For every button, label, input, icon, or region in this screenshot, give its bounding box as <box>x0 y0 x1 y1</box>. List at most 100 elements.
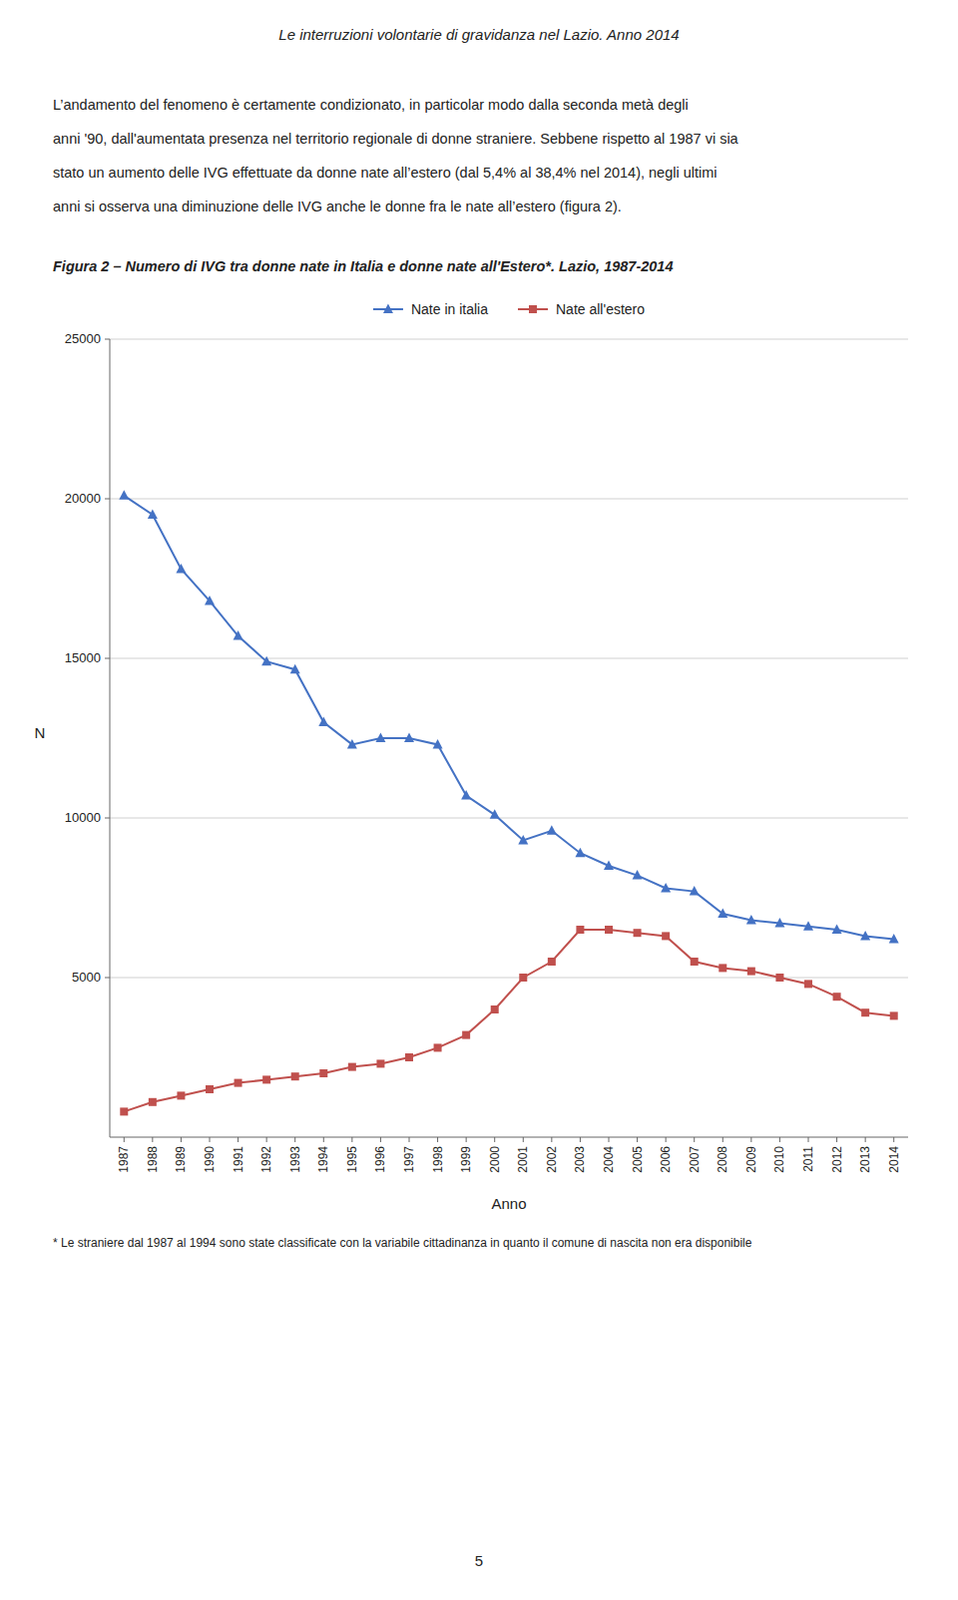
data-point <box>746 915 757 926</box>
x-tick <box>266 1137 268 1143</box>
y-tick <box>104 339 110 341</box>
data-point <box>290 664 301 675</box>
data-point <box>147 509 158 520</box>
data-point <box>404 733 415 744</box>
y-tick <box>104 498 110 500</box>
data-point <box>861 1008 870 1017</box>
x-tick-label: 2011 <box>801 1146 816 1173</box>
legend: Nate in italiaNate all'estero <box>373 301 645 318</box>
x-tick-label: 1988 <box>145 1146 160 1174</box>
x-tick-label: 2014 <box>887 1146 902 1174</box>
data-point <box>833 992 842 1001</box>
x-tick-label: 1999 <box>459 1146 474 1174</box>
x-tick <box>808 1137 810 1143</box>
x-tick-label: 1989 <box>173 1146 188 1174</box>
grid-line <box>109 339 909 341</box>
page-number: 5 <box>475 1552 483 1570</box>
data-point <box>376 1059 385 1068</box>
x-tick <box>493 1137 495 1143</box>
data-point <box>547 958 556 966</box>
x-tick <box>409 1137 411 1143</box>
data-point <box>318 717 329 728</box>
x-tick <box>636 1137 638 1143</box>
x-tick <box>351 1137 353 1143</box>
x-tick <box>865 1137 867 1143</box>
x-tick <box>779 1137 781 1143</box>
x-tick <box>323 1137 325 1143</box>
data-point <box>604 926 613 935</box>
paragraph-line: anni si osserva una diminuzione delle IV… <box>52 198 622 215</box>
y-tick-label: 20000 <box>64 490 101 506</box>
y-axis-label: N <box>34 724 46 742</box>
x-tick <box>836 1137 838 1143</box>
x-tick <box>294 1137 296 1143</box>
data-point <box>205 1085 214 1094</box>
data-point <box>633 929 642 938</box>
x-tick <box>237 1137 239 1143</box>
data-point <box>434 1043 443 1052</box>
x-tick-label: 1993 <box>288 1146 303 1174</box>
chart-title: Figura 2 – Numero di IVG tra donne nate … <box>52 258 673 275</box>
grid-line <box>109 818 909 820</box>
x-tick <box>151 1137 153 1143</box>
x-tick-label: 2010 <box>772 1146 787 1174</box>
data-point <box>489 809 500 820</box>
x-tick-label: 2000 <box>487 1146 502 1174</box>
y-tick-label: 5000 <box>71 969 101 985</box>
x-tick <box>209 1137 211 1143</box>
x-tick-label: 1998 <box>431 1146 446 1174</box>
data-point <box>774 918 785 929</box>
x-tick <box>579 1137 581 1143</box>
x-tick-label: 1991 <box>231 1146 246 1174</box>
data-point <box>889 934 900 945</box>
x-axis-label: Anno <box>490 1195 526 1213</box>
y-tick-label: 25000 <box>64 331 101 347</box>
x-axis <box>109 1137 909 1139</box>
y-tick-label: 10000 <box>64 810 101 826</box>
data-point <box>890 1011 899 1020</box>
x-tick-label: 1996 <box>373 1146 388 1174</box>
footnote: * Le straniere dal 1987 al 1994 sono sta… <box>52 1236 753 1251</box>
x-tick-label: 2013 <box>858 1146 873 1174</box>
x-tick-label: 2003 <box>572 1146 587 1174</box>
legend-marker <box>528 305 537 314</box>
data-point <box>603 861 614 872</box>
data-point <box>262 1075 271 1084</box>
x-tick-label: 1987 <box>116 1146 131 1174</box>
grid-line <box>109 498 909 500</box>
x-tick-label: 1992 <box>259 1146 274 1174</box>
plot-data <box>118 489 899 1116</box>
legend-item: Nate in italia <box>373 301 488 318</box>
data-point <box>148 1098 157 1107</box>
legend-marker <box>383 304 394 315</box>
data-point <box>462 1031 471 1040</box>
data-point <box>803 921 814 932</box>
x-tick-label: 2012 <box>830 1146 845 1174</box>
data-point <box>405 1053 414 1062</box>
data-point <box>348 1063 357 1072</box>
page-header: Le interruzioni volontarie di gravidanza… <box>278 25 679 43</box>
series-line <box>123 495 894 941</box>
x-tick-label: 1990 <box>202 1146 217 1174</box>
paragraph-line: L’andamento del fenomeno è certamente co… <box>52 96 689 113</box>
x-tick <box>522 1137 524 1143</box>
data-point <box>261 656 272 667</box>
data-point <box>574 848 585 859</box>
grid-line <box>109 977 909 979</box>
page: Le interruzioni volontarie di gravidanza… <box>0 0 958 1600</box>
x-tick-label: 2006 <box>658 1146 673 1174</box>
x-tick <box>437 1137 439 1143</box>
data-point <box>832 925 843 936</box>
series-line <box>123 930 894 1112</box>
paragraph-line: stato un aumento delle IVG effettuate da… <box>52 164 718 181</box>
x-tick <box>722 1137 724 1143</box>
data-point <box>118 489 129 500</box>
grid-line <box>109 658 909 660</box>
x-tick <box>123 1137 125 1143</box>
data-point <box>546 825 557 836</box>
data-point <box>461 790 472 801</box>
data-point <box>291 1072 300 1081</box>
x-tick <box>750 1137 752 1143</box>
data-point <box>234 1079 243 1088</box>
x-tick <box>466 1137 468 1143</box>
